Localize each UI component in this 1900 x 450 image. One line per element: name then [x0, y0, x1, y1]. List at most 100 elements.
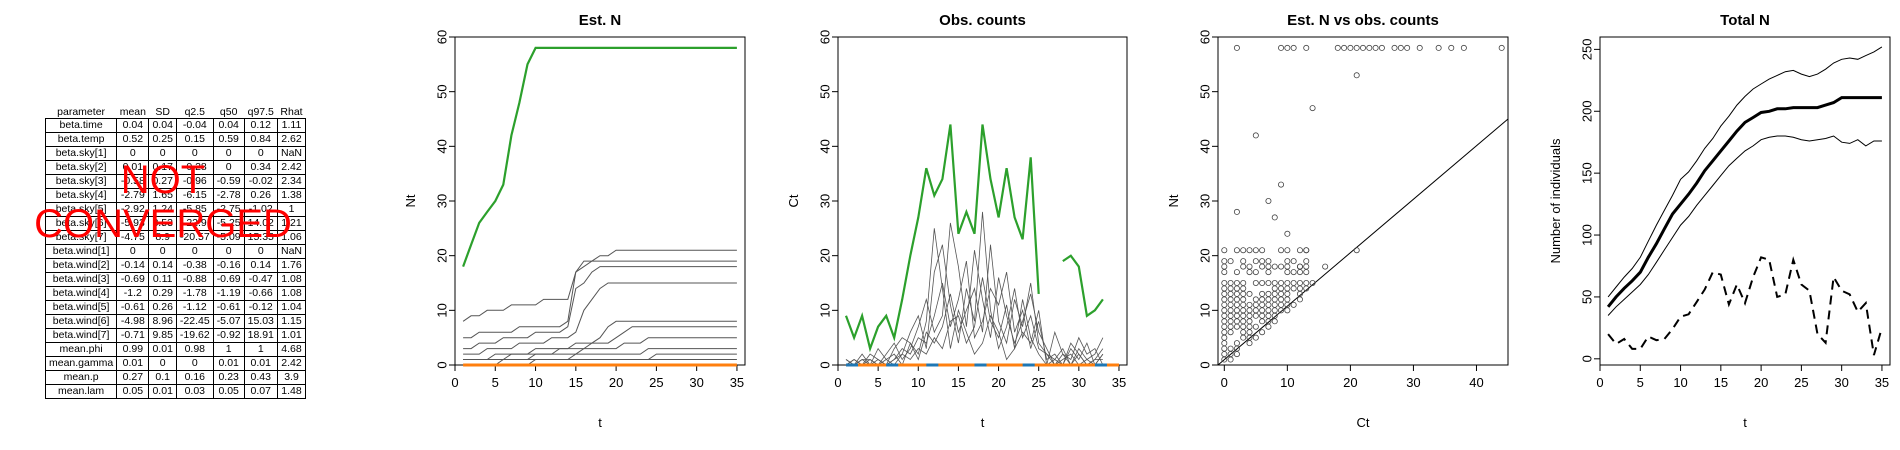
scatter-point: [1246, 329, 1253, 336]
gray-series-line: [463, 348, 737, 366]
scatter-point: [1397, 44, 1404, 51]
x-tick-label: 0: [1221, 375, 1228, 390]
scatter-point: [1290, 258, 1297, 265]
scatter-point: [1221, 334, 1228, 341]
scatter-point: [1221, 318, 1228, 325]
x-tick-label: 0: [451, 375, 458, 390]
scatter-point: [1259, 247, 1266, 254]
scatter-point: [1284, 307, 1291, 314]
scatter-point: [1303, 44, 1310, 51]
scatter-point: [1284, 285, 1291, 292]
green-highlight-line: [462, 46, 737, 267]
scatter-point: [1265, 296, 1272, 303]
scatter-point: [1227, 279, 1234, 286]
y-tick-label: 20: [817, 248, 832, 262]
gray-series-line: [845, 261, 1104, 366]
scatter-point: [1341, 44, 1348, 51]
scatter-point: [1271, 263, 1278, 270]
ci-line: [1607, 135, 1882, 316]
y-tick-label: 250: [1579, 39, 1594, 61]
scatter-point: [1240, 296, 1247, 303]
scatter-point: [1265, 263, 1272, 270]
scatter-point: [1246, 269, 1253, 276]
x-axis-label: Ct: [1357, 415, 1370, 430]
parameter-name-cell: beta.sky[6]: [44, 216, 118, 231]
scatter-point: [1259, 301, 1266, 308]
x-tick-label: 5: [492, 375, 499, 390]
scatter-point: [1259, 329, 1266, 336]
table-header-row: parameter mean SD q2.5 q50 q97.5 Rhat: [46, 106, 306, 119]
table-row: mean.gamma 0.01 0 0 0.01 0.01 2.42: [44, 356, 307, 371]
table-cell: NaN: [276, 244, 307, 259]
scatter-point: [1284, 290, 1291, 297]
scatter-point: [1240, 318, 1247, 325]
scatter-point: [1284, 44, 1291, 51]
table-cell: 18.91: [243, 328, 278, 343]
table-cell: 1.65: [148, 188, 177, 203]
scatter-point: [1252, 269, 1259, 276]
scatter-point: [1221, 269, 1228, 276]
y-tick-label: 10: [1197, 303, 1212, 317]
gray-series-line: [463, 320, 737, 360]
table-cell: 1.06: [276, 230, 307, 245]
scatter-point: [1303, 263, 1310, 270]
x-tick-label: 25: [649, 375, 663, 390]
table-cell: -5.09: [212, 230, 245, 245]
table-cell: 0: [243, 146, 278, 161]
scatter-point: [1303, 285, 1310, 292]
scatter-point: [1240, 247, 1247, 254]
parameter-name-cell: beta.sky[3]: [44, 174, 118, 189]
scatter-point: [1278, 181, 1285, 188]
scatter-point: [1303, 247, 1310, 254]
y-tick-label: 30: [817, 194, 832, 208]
scatter-point: [1233, 312, 1240, 319]
scatter-point: [1391, 44, 1398, 51]
x-tick-label: 10: [528, 375, 542, 390]
scatter-point: [1265, 269, 1272, 276]
scatter-point: [1233, 323, 1240, 330]
scatter-point: [1246, 312, 1253, 319]
x-tick-label: 5: [875, 375, 882, 390]
chart-title: Total N: [1720, 12, 1770, 29]
scatter-point: [1290, 301, 1297, 308]
scatter-point: [1221, 301, 1228, 308]
table-cell: 0.01: [148, 384, 177, 399]
scatter-point: [1353, 72, 1360, 79]
y-tick-label: 100: [1579, 224, 1594, 246]
scatter-point: [1233, 269, 1240, 276]
scatter-point: [1259, 318, 1266, 325]
table-cell: -0.61: [116, 300, 150, 315]
scatter-point: [1227, 290, 1234, 297]
scatter-point: [1233, 351, 1240, 358]
scatter-point: [1265, 312, 1272, 319]
y-tick-label: 0: [434, 361, 449, 368]
scatter-point: [1246, 307, 1253, 314]
table-cell: -22.45: [175, 314, 214, 329]
gray-series-line: [463, 266, 737, 350]
scatter-point: [1265, 279, 1272, 286]
scatter-point: [1233, 340, 1240, 347]
table-row: beta.wind[1] 0 0 0 0 0 NaN: [44, 244, 307, 259]
x-tick-label: 35: [1875, 375, 1889, 390]
scatter-point: [1240, 258, 1247, 265]
scatter-point: [1303, 269, 1310, 276]
x-tick-label: 5: [1637, 375, 1644, 390]
parameter-name-cell: beta.sky[2]: [44, 160, 118, 175]
table-cell: 0.27: [148, 174, 177, 189]
y-axis-label: Number of individuals: [1548, 138, 1563, 264]
scatter-point: [1221, 345, 1228, 352]
scatter-point: [1284, 269, 1291, 276]
gray-series-line: [845, 228, 1104, 366]
table-row: beta.wind[4] -1.2 0.29 -1.78 -1.19 -0.66 1.08: [44, 286, 307, 301]
table-row: beta.wind[3] -0.69 0.11 -0.88 -0.69 -0.47 1.08: [44, 272, 307, 287]
table-cell: 0.05: [212, 384, 245, 399]
scatter-point: [1265, 301, 1272, 308]
x-tick-label: 0: [834, 375, 841, 390]
table-row: beta.wind[2] -0.14 0.14 -0.38 -0.16 0.14 1.76: [44, 258, 307, 273]
scatter-point: [1296, 247, 1303, 254]
scatter-point: [1246, 340, 1253, 347]
green-highlight-line: [844, 124, 1040, 353]
scatter-point: [1221, 312, 1228, 319]
y-tick-label: 150: [1579, 162, 1594, 184]
scatter-point: [1240, 312, 1247, 319]
